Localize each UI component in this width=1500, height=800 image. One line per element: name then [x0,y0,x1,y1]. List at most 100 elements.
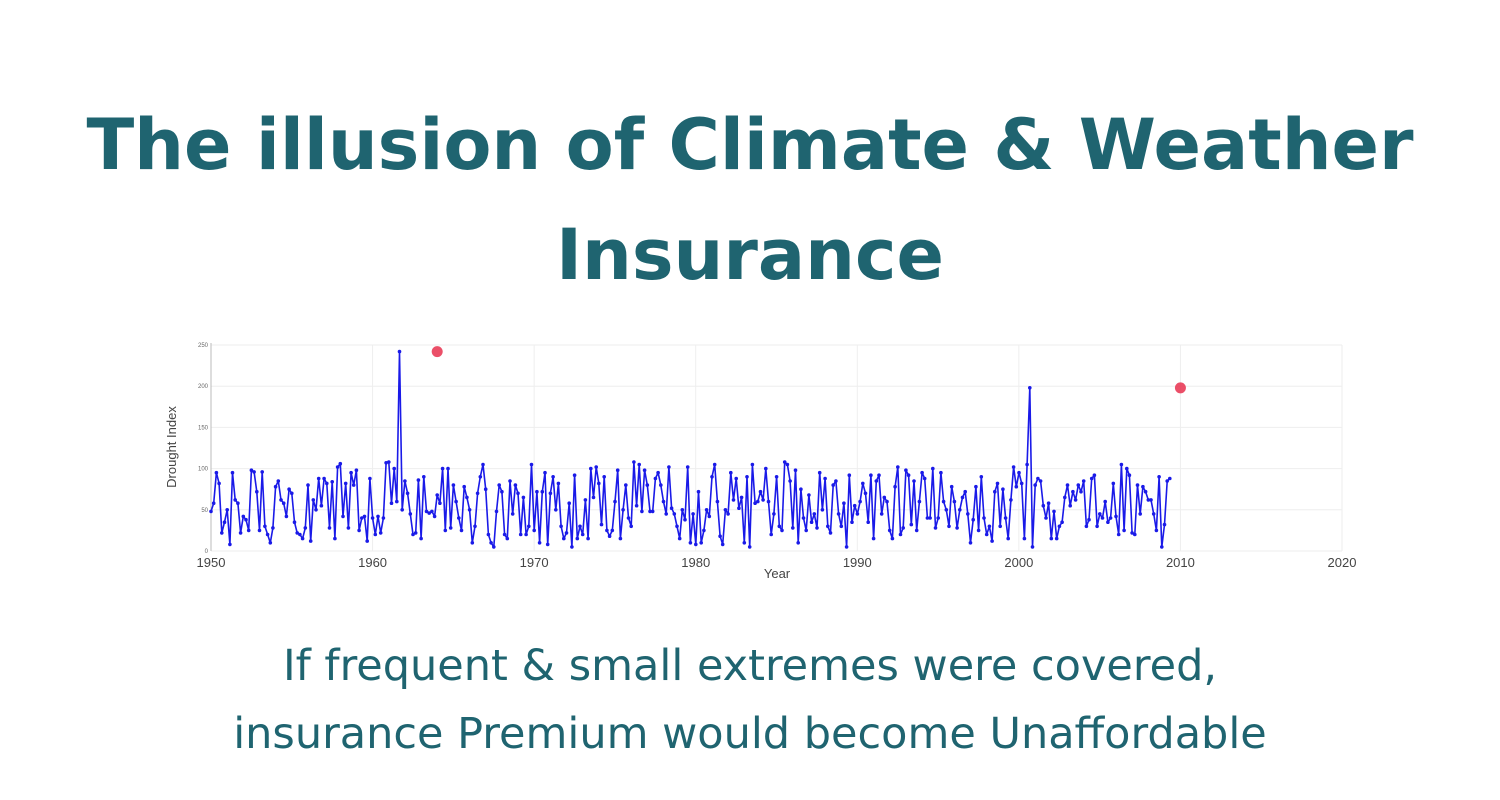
data-point [411,532,415,537]
data-point [1084,524,1089,529]
data-point [1087,517,1091,522]
data-point [1022,536,1027,541]
data-point [750,462,755,467]
data-point [1009,498,1013,502]
data-point [567,501,571,506]
data-point [292,520,297,524]
data-point [839,524,844,529]
data-point [791,526,795,530]
data-point [597,481,601,486]
data-point [982,516,986,520]
data-point [1071,489,1075,494]
data-point [548,491,553,496]
y-tick-label: 0 [205,549,209,555]
data-point [685,465,690,469]
data-point [381,516,386,520]
data-point [947,524,951,529]
data-point [898,532,903,537]
data-point [785,462,790,467]
data-point [667,465,671,469]
data-point [222,520,227,524]
data-point [720,542,725,547]
data-point [1119,462,1124,467]
data-point [1106,520,1110,524]
x-tick-label: 1950 [197,555,226,570]
data-point [955,526,959,530]
data-point [610,528,615,533]
data-point [694,542,698,547]
data-point [508,479,512,483]
data-point [941,499,946,504]
data-point [1141,484,1145,489]
data-point [368,476,372,481]
data-point [465,495,469,500]
data-point [1095,524,1099,529]
data-point [906,473,911,478]
data-point [413,531,418,535]
data-point [440,466,445,471]
data-point [842,501,846,506]
data-point [252,470,256,474]
data-point [290,491,294,496]
data-point [403,479,407,483]
subtitle-line-1: If frequent & small extremes were covere… [282,641,1218,691]
data-point [928,516,932,520]
data-point [648,509,652,514]
data-point [462,484,467,489]
data-point [844,545,849,549]
data-point [543,470,547,475]
data-point [1089,476,1094,481]
data-point [249,468,254,473]
data-point [502,532,507,537]
data-point [863,491,868,496]
data-point [974,484,978,489]
x-tick-label: 2000 [1004,555,1033,570]
data-point [871,536,876,541]
data-point [362,514,367,519]
data-point [683,517,687,522]
data-point [422,475,426,479]
data-point [675,524,679,529]
data-point [890,536,895,541]
data-point [238,531,243,535]
data-point [333,536,337,541]
data-point [968,541,973,545]
data-point [739,495,744,500]
data-point [729,470,733,475]
data-point [1063,495,1067,500]
data-point [777,524,782,529]
data-point [1028,386,1032,390]
data-point [1033,483,1037,487]
data-point [295,531,300,535]
data-point [268,541,273,545]
data-point [564,531,569,535]
data-point [734,476,738,481]
data-point [914,528,919,533]
data-point [858,499,862,504]
data-point [357,528,361,533]
data-point [214,470,219,475]
data-point [850,520,854,524]
x-tick-label: 1990 [843,555,872,570]
data-point [1068,503,1072,508]
data-point [254,489,259,494]
data-point [346,526,351,530]
data-point [936,516,940,520]
x-axis-title: Year [764,566,791,581]
data-point [1151,512,1156,516]
chart-grid [210,344,1343,552]
data-point [378,531,383,535]
data-point [387,460,391,464]
data-point [691,512,695,516]
data-point [979,475,984,479]
data-point [624,483,628,487]
data-point [535,489,539,494]
data-point [220,531,224,535]
data-point [376,514,380,519]
y-tick-label: 50 [201,508,208,514]
data-point [524,532,528,537]
extreme-point-marker [1174,382,1186,394]
data-point [912,479,916,483]
data-point [1168,476,1172,481]
data-point [677,536,682,541]
